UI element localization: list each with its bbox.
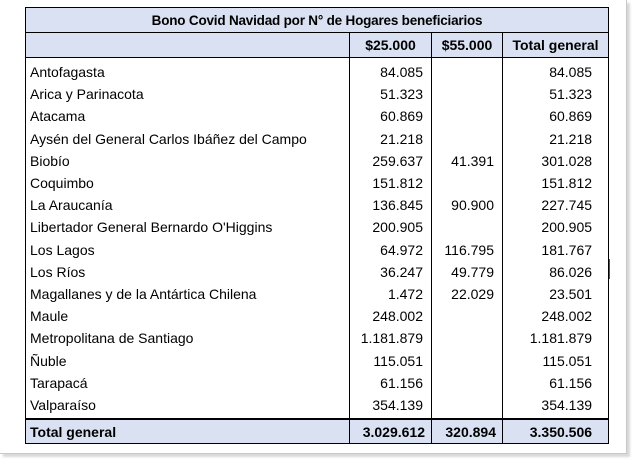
value-total-cell: 60.869 [501,105,610,128]
value-25000-cell: 64.972 [349,238,432,261]
region-cell: Atacama [25,105,350,128]
header-total-general: Total general [501,32,610,58]
value-total-cell: 227.745 [501,194,610,217]
table-row: Tarapacá 61.156 61.156 [25,371,610,394]
table-body: Antofagasta 84.085 84.085 Arica y Parinacot… [25,57,610,419]
value-total-cell: 84.085 [501,57,610,84]
header-region [25,32,350,58]
value-25000-cell: 84.085 [349,57,432,84]
value-55000-cell [431,305,503,328]
table-row: Arica y Parinacota 51.323 51.323 [25,83,610,106]
value-total-cell: 181.767 [501,238,610,261]
region-cell: Coquimbo [25,171,350,195]
value-total-cell: 248.002 [501,305,610,328]
value-55000-cell [431,127,503,150]
table-row: Magallanes y de la Antártica Chilena 1.47… [25,282,610,306]
region-cell: Valparaíso [25,393,350,419]
value-55000-cell: 90.900 [431,194,503,217]
value-25000-cell: 115.051 [349,349,432,372]
table-row: La Araucanía 136.845 90.900 227.745 [25,194,610,217]
value-total-cell: 115.051 [501,349,610,372]
total-general: 3.350.506 [501,418,610,444]
table-title: Bono Covid Navidad por N° de Hogares ben… [24,7,610,33]
value-total-cell: 301.028 [501,149,610,172]
value-total-cell: 61.156 [501,371,610,394]
region-cell: Los Lagos [25,238,350,261]
value-25000-cell: 151.812 [349,171,432,195]
value-55000-cell [431,371,503,394]
value-total-cell: 151.812 [501,171,610,195]
total-55000: 320.894 [431,418,503,444]
table-row: Ñuble 115.051 115.051 [25,349,610,372]
value-55000-cell: 116.795 [431,238,503,261]
region-cell: Tarapacá [25,371,350,394]
table-row: Los Lagos 64.972 116.795 181.767 [25,238,610,261]
table-row: Atacama 60.869 60.869 [25,105,610,128]
value-total-cell: 200.905 [501,216,610,239]
value-25000-cell: 1.181.879 [349,327,432,350]
table-row: Biobío 259.637 41.391 301.028 [25,149,610,172]
region-cell: Libertador General Bernardo O'Higgins [25,216,350,239]
total-label: Total general [25,418,350,444]
value-55000-cell [431,393,503,419]
region-cell: La Araucanía [25,194,350,217]
value-25000-cell: 200.905 [349,216,432,239]
value-55000-cell [431,327,503,350]
header-55000: $55.000 [431,32,503,58]
value-25000-cell: 36.247 [349,260,432,283]
region-cell: Aysén del General Carlos Ibáñez del Camp… [25,127,350,150]
value-25000-cell: 136.845 [349,194,432,217]
header-25000: $25.000 [349,32,432,58]
region-cell: Los Ríos [25,260,350,283]
region-cell: Antofagasta [25,57,350,84]
table-row: Coquimbo 151.812 151.812 [25,171,610,195]
total-25000: 3.029.612 [349,418,432,444]
value-total-cell: 354.139 [501,393,610,419]
value-25000-cell: 1.472 [349,282,432,306]
region-cell: Maule [25,305,350,328]
table-row: Los Ríos 36.247 49.779 86.026 [25,260,610,283]
bono-table: Bono Covid Navidad por N° de Hogares ben… [24,7,610,444]
total-row: Total general 3.029.612 320.894 3.350.50… [25,418,610,444]
value-55000-cell [431,57,503,84]
header-row: $25.000 $55.000 Total general [25,32,610,58]
region-cell: Magallanes y de la Antártica Chilena [25,282,350,306]
table-row: Aysén del General Carlos Ibáñez del Camp… [25,127,610,150]
value-25000-cell: 60.869 [349,105,432,128]
value-25000-cell: 51.323 [349,83,432,106]
table-row: Maule 248.002 248.002 [25,305,610,328]
value-25000-cell: 61.156 [349,371,432,394]
value-55000-cell: 49.779 [431,260,503,283]
table-row: Libertador General Bernardo O'Higgins 200… [25,216,610,239]
table-row: Valparaíso 354.139 354.139 [25,393,610,419]
region-cell: Metropolitana de Santiago [25,327,350,350]
value-25000-cell: 248.002 [349,305,432,328]
region-cell: Arica y Parinacota [25,83,350,106]
table-row: Antofagasta 84.085 84.085 [25,57,610,84]
value-25000-cell: 354.139 [349,393,432,419]
value-55000-cell: 41.391 [431,149,503,172]
value-total-cell: 86.026 [501,260,610,283]
value-55000-cell [431,83,503,106]
value-25000-cell: 259.637 [349,149,432,172]
value-55000-cell [431,349,503,372]
table-row: Metropolitana de Santiago 1.181.879 1.181.… [25,327,610,350]
value-total-cell: 21.218 [501,127,610,150]
value-55000-cell [431,105,503,128]
region-cell: Biobío [25,149,350,172]
value-25000-cell: 21.218 [349,127,432,150]
value-55000-cell [431,216,503,239]
value-55000-cell: 22.029 [431,282,503,306]
value-total-cell: 1.181.879 [501,327,610,350]
value-total-cell: 51.323 [501,83,610,106]
value-total-cell: 23.501 [501,282,610,306]
text-cursor [609,259,610,279]
region-cell: Ñuble [25,349,350,372]
value-55000-cell [431,171,503,195]
